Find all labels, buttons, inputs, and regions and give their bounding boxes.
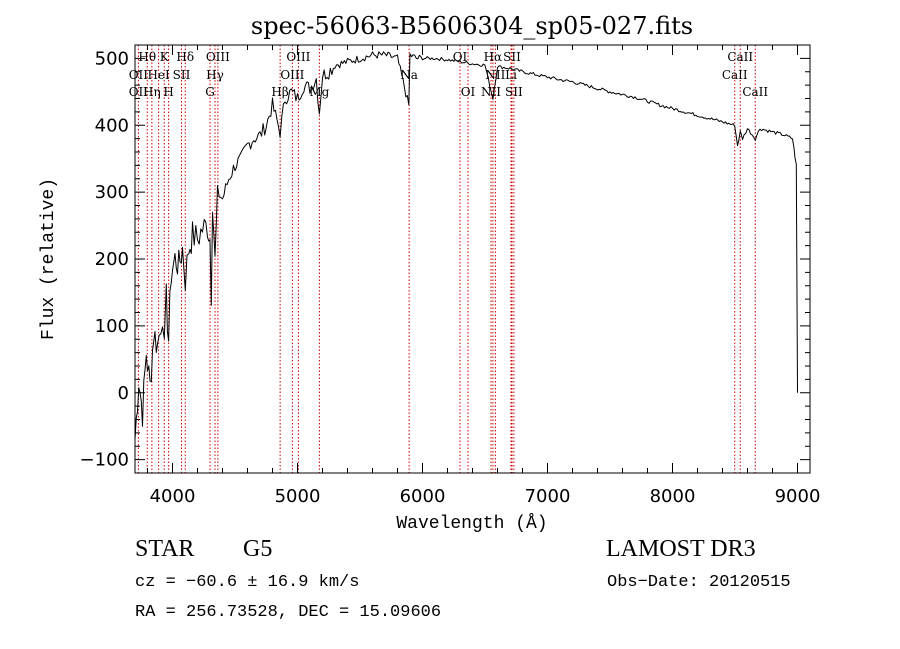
series-layer	[134, 51, 798, 440]
x-axis-label: Wavelength (Å)	[396, 513, 547, 534]
line-label: OIII	[286, 50, 310, 64]
line-label: G	[205, 85, 215, 99]
line-label: Hδ	[176, 50, 194, 64]
plot-frame	[134, 44, 811, 474]
y-tick-label: −100	[80, 450, 129, 471]
object-subclass: G5	[243, 536, 273, 562]
line-label: K	[160, 50, 170, 64]
spectral-lines-layer	[137, 45, 756, 473]
line-label: OII	[129, 68, 149, 82]
line-label: CaII	[722, 68, 748, 82]
x-axis: 4000 5000 6000 7000 8000 9000	[147, 45, 821, 507]
line-label: CaII	[742, 85, 768, 99]
x-tick-label: 5000	[275, 486, 321, 507]
line-label: OIII	[280, 68, 304, 82]
line-label: SII	[505, 85, 523, 99]
y-tick-label: 0	[118, 383, 129, 404]
coordinates: RA = 256.73528, DEC = 15.09606	[135, 603, 442, 622]
y-tick-label: 400	[95, 115, 129, 136]
line-label: Hθ	[138, 50, 156, 64]
line-label: NII	[485, 68, 505, 82]
line-label: H	[163, 85, 173, 99]
line-label: Li	[505, 68, 517, 82]
line-label: OIII	[206, 50, 230, 64]
line-label: Hα	[484, 50, 503, 64]
line-label: SII	[173, 68, 191, 82]
line-label: Hβ	[271, 85, 288, 99]
line-label: OI	[453, 50, 468, 64]
line-label: Hη	[143, 85, 161, 99]
line-label: HeI	[147, 68, 170, 82]
survey-name: LAMOST DR3	[606, 536, 756, 562]
series-0-line	[134, 51, 798, 440]
y-axis-label: Flux (relative)	[39, 178, 59, 340]
y-tick-label: 300	[95, 182, 129, 203]
x-tick-label: 9000	[775, 486, 821, 507]
line-label: Hγ	[206, 68, 224, 82]
object-type: STAR	[135, 536, 195, 562]
y-tick-label: 500	[95, 48, 129, 69]
y-tick-label: 200	[95, 249, 129, 270]
x-tick-label: 6000	[400, 486, 446, 507]
redshift-value: cz = −60.6 ± 16.9 km/s	[135, 573, 360, 592]
chart-title: spec-56063-B5606304_sp05-027.fits	[251, 12, 693, 40]
y-tick-label: 100	[95, 316, 129, 337]
line-label: OII	[129, 85, 149, 99]
line-label: Na	[400, 68, 418, 82]
line-label: Mg	[309, 85, 329, 99]
line-label: OI	[461, 85, 476, 99]
line-label: NII	[481, 85, 501, 99]
x-tick-label: 8000	[650, 486, 696, 507]
observation-date: Obs−Date: 20120515	[607, 573, 791, 592]
line-label: CaII	[727, 50, 753, 64]
line-label: SII	[503, 50, 521, 64]
y-axis: −100 0 100 200 300 400 500	[80, 44, 810, 474]
x-tick-label: 4000	[150, 486, 196, 507]
x-tick-label: 7000	[525, 486, 571, 507]
